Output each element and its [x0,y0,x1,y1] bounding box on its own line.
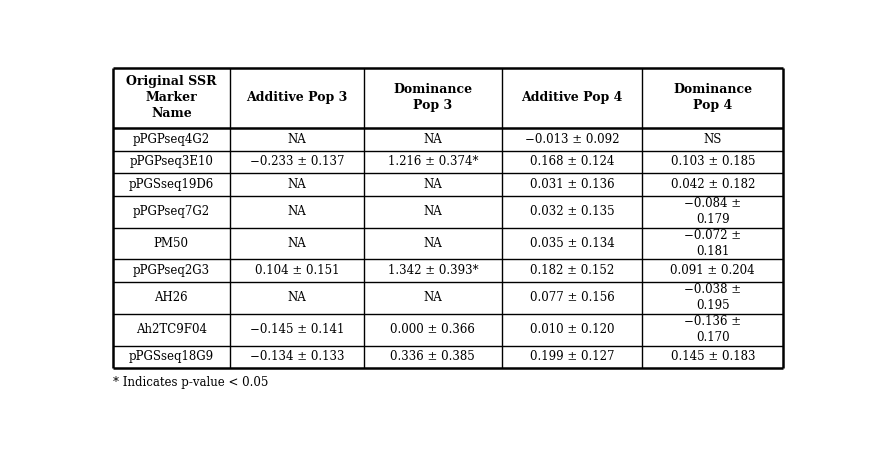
Text: NA: NA [288,178,307,191]
Text: 0.199 ± 0.127: 0.199 ± 0.127 [530,350,614,364]
Text: 0.182 ± 0.152: 0.182 ± 0.152 [530,264,614,277]
Text: PM50: PM50 [154,237,189,250]
Text: 1.342 ± 0.393*: 1.342 ± 0.393* [387,264,478,277]
Text: 0.104 ± 0.151: 0.104 ± 0.151 [255,264,339,277]
Text: NA: NA [424,237,442,250]
Text: pPGPseq3E10: pPGPseq3E10 [129,155,213,168]
Text: pPGPseq4G2: pPGPseq4G2 [133,133,210,146]
Text: AH26: AH26 [155,292,188,304]
Text: Additive Pop 4: Additive Pop 4 [521,91,622,104]
Text: NS: NS [704,133,722,146]
Text: pPGPseq7G2: pPGPseq7G2 [133,205,210,219]
Text: −0.084 ±
0.179: −0.084 ± 0.179 [684,197,741,226]
Text: 0.042 ± 0.182: 0.042 ± 0.182 [670,178,755,191]
Text: −0.136 ±
0.170: −0.136 ± 0.170 [684,315,741,344]
Text: −0.233 ± 0.137: −0.233 ± 0.137 [250,155,344,168]
Text: pPGPseq2G3: pPGPseq2G3 [133,264,210,277]
Text: Dominance
Pop 4: Dominance Pop 4 [673,83,753,112]
Text: * Indicates p-value < 0.05: * Indicates p-value < 0.05 [113,375,268,389]
Text: NA: NA [424,178,442,191]
Text: 0.000 ± 0.366: 0.000 ± 0.366 [391,323,475,336]
Text: Ah2TC9F04: Ah2TC9F04 [135,323,207,336]
Text: −0.145 ± 0.141: −0.145 ± 0.141 [250,323,344,336]
Text: −0.038 ±
0.195: −0.038 ± 0.195 [684,283,741,312]
Text: NA: NA [288,292,307,304]
Text: 0.168 ± 0.124: 0.168 ± 0.124 [530,155,614,168]
Text: 0.035 ± 0.134: 0.035 ± 0.134 [530,237,614,250]
Text: Dominance
Pop 3: Dominance Pop 3 [393,83,473,112]
Text: NA: NA [424,292,442,304]
Text: −0.013 ± 0.092: −0.013 ± 0.092 [524,133,620,146]
Text: pPGSseq19D6: pPGSseq19D6 [128,178,214,191]
Text: 0.336 ± 0.385: 0.336 ± 0.385 [391,350,475,364]
Text: Additive Pop 3: Additive Pop 3 [246,91,348,104]
Text: −0.072 ±
0.181: −0.072 ± 0.181 [684,229,741,258]
Text: Original SSR
Marker
Name: Original SSR Marker Name [126,75,217,120]
Text: 0.077 ± 0.156: 0.077 ± 0.156 [530,292,614,304]
Text: −0.134 ± 0.133: −0.134 ± 0.133 [250,350,344,364]
Text: 0.032 ± 0.135: 0.032 ± 0.135 [530,205,614,219]
Text: NA: NA [288,133,307,146]
Text: NA: NA [424,205,442,219]
Text: 0.091 ± 0.204: 0.091 ± 0.204 [670,264,755,277]
Text: 0.010 ± 0.120: 0.010 ± 0.120 [530,323,614,336]
Text: NA: NA [288,205,307,219]
Text: NA: NA [424,133,442,146]
Text: 0.031 ± 0.136: 0.031 ± 0.136 [530,178,614,191]
Text: 0.145 ± 0.183: 0.145 ± 0.183 [670,350,755,364]
Text: 0.103 ± 0.185: 0.103 ± 0.185 [670,155,755,168]
Text: NA: NA [288,237,307,250]
Text: 1.216 ± 0.374*: 1.216 ± 0.374* [387,155,478,168]
Text: pPGSseq18G9: pPGSseq18G9 [128,350,214,364]
